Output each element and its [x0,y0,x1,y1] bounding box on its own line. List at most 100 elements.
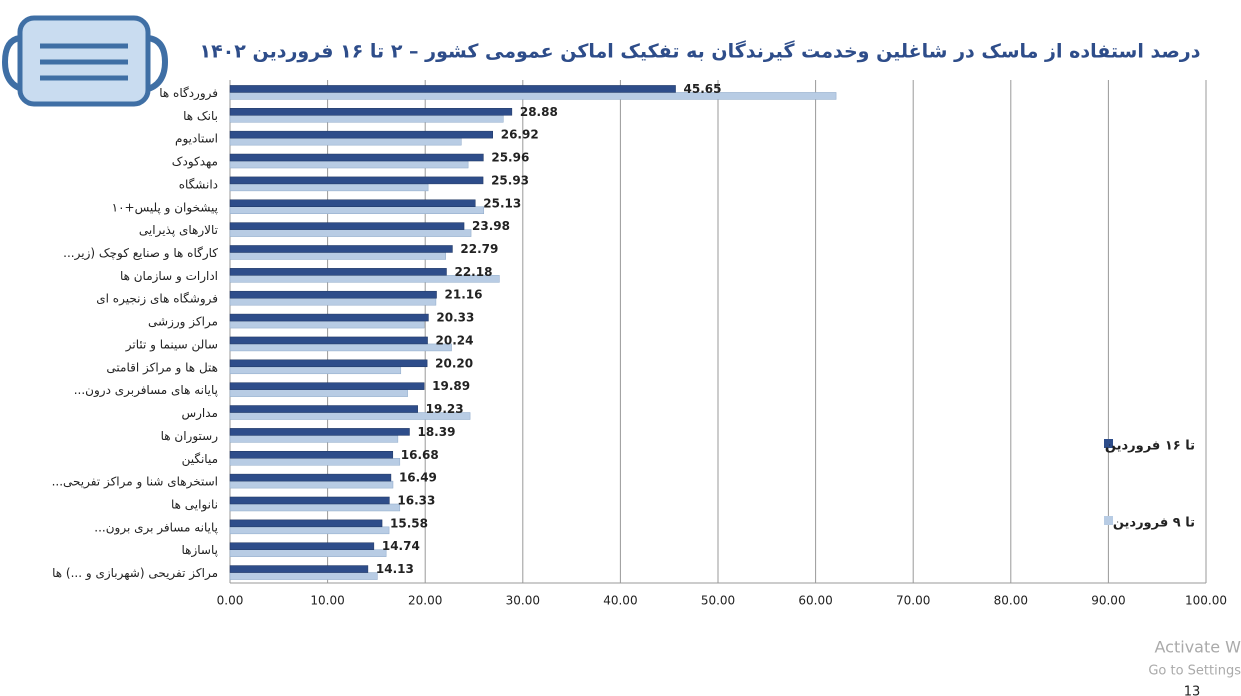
data-label: 25.13 [483,196,521,210]
bar [229,297,437,306]
legend-swatch [1104,439,1113,448]
legend-label: تا ۱۶ فروردین [1105,439,1195,454]
y-tick-label: پایانه مسافر بری برون... [94,520,218,535]
y-tick-label: ادارات و سازمان ها [120,269,218,284]
y-tick-label: مراکز ورزشی [148,315,218,330]
y-tick-label: دانشگاه [179,177,218,191]
x-tick-label: 0.00 [217,594,244,608]
data-label: 20.33 [436,311,474,325]
y-tick-label: پیشخوان و پلیس+۱۰ [112,200,218,215]
x-tick-label: 70.00 [896,594,930,608]
bar [229,366,402,375]
data-label: 25.93 [491,173,529,187]
bar [229,229,472,237]
bar [229,503,401,512]
bar [229,565,369,573]
y-tick-label: رستوران ها [161,429,219,444]
bar [229,85,676,93]
bar [229,542,375,550]
x-tick-label: 90.00 [1091,594,1125,608]
bar [229,389,408,397]
x-tick-label: 60.00 [798,594,832,608]
y-tick-label: پایانه های مسافربری درون... [74,383,218,398]
data-label: 14.74 [382,539,420,553]
data-label: 14.13 [376,562,414,576]
bar [229,320,425,329]
x-tick-label: 30.00 [506,594,540,608]
legend-label: تا ۹ فروردین [1113,516,1195,531]
y-tick-label: نانوایی ها [171,497,218,512]
bar [229,206,485,214]
bar [229,405,418,413]
data-label: 22.18 [454,265,492,279]
chart-title: درصد استفاده از ماسک در شاغلین وخدمت گیر… [199,40,1200,63]
bar [229,290,437,299]
x-tick-label: 20.00 [408,594,442,608]
bar [229,313,429,322]
watermark: Go to Settings [1148,664,1241,679]
bar [229,435,399,443]
bar [229,473,392,482]
mask-icon [1,15,169,107]
data-label: 15.58 [390,516,428,530]
data-label: 23.98 [472,219,510,233]
y-tick-label: کارگاه ها و صنایع کوچک (زیر... [63,246,218,261]
bar [229,245,453,253]
y-tick-label: میانگین [182,452,218,467]
data-label: 18.39 [417,425,455,439]
bar [229,137,462,146]
x-tick-label: 80.00 [994,594,1028,608]
data-label: 19.23 [426,402,464,416]
data-label: 25.96 [491,151,529,165]
bar [229,359,428,368]
data-label: 26.92 [501,128,539,142]
y-tick-label: مدارس [181,406,218,421]
data-label: 16.68 [401,448,439,462]
data-label: 21.16 [445,288,483,302]
data-label: 45.65 [684,82,722,96]
data-label: 16.33 [397,493,435,507]
bar [229,153,484,162]
y-tick-label: مهدکودک [172,155,218,170]
bar [229,183,429,192]
x-tick-label: 40.00 [603,594,637,608]
bar [229,458,401,466]
bar [229,222,465,230]
bar [229,549,387,557]
data-label: 16.49 [399,471,437,485]
y-tick-label: مراکز تفریحی (شهربازی و ...) ها [52,566,218,581]
bar [229,343,452,352]
x-tick-label: 100.00 [1185,594,1227,608]
bar [229,336,428,345]
bar [229,526,390,535]
data-label: 22.79 [460,242,498,256]
y-tick-label: سالن سینما و تئاتر [125,337,218,352]
bar [229,130,493,139]
x-tick-label: 10.00 [310,594,344,608]
bar [229,115,504,123]
y-tick-label: هتل ها و مراکز اقامتی [106,360,218,375]
page-number: 13 [1184,685,1201,696]
bar [229,268,447,276]
y-tick-label: پاسازها [182,543,219,558]
bar [229,519,383,528]
bar [229,160,469,169]
data-label: 20.20 [435,356,473,370]
bar [229,199,476,207]
data-label: 20.24 [436,333,474,347]
bar [229,451,394,459]
data-label: 19.89 [432,379,470,393]
bar [229,428,410,436]
bar [229,176,484,185]
data-label: 28.88 [520,105,558,119]
bar [229,480,394,489]
y-tick-label: فروشگاه های زنجیره ای [96,292,218,307]
bar [229,572,378,580]
y-tick-label: استخرهای شنا و مراکز تفریحی... [52,475,218,490]
x-tick-label: 50.00 [701,594,735,608]
y-tick-label: تالارهای پذیرایی [139,223,218,238]
legend-swatch [1104,516,1113,525]
bar [229,252,446,260]
bar [229,382,425,390]
